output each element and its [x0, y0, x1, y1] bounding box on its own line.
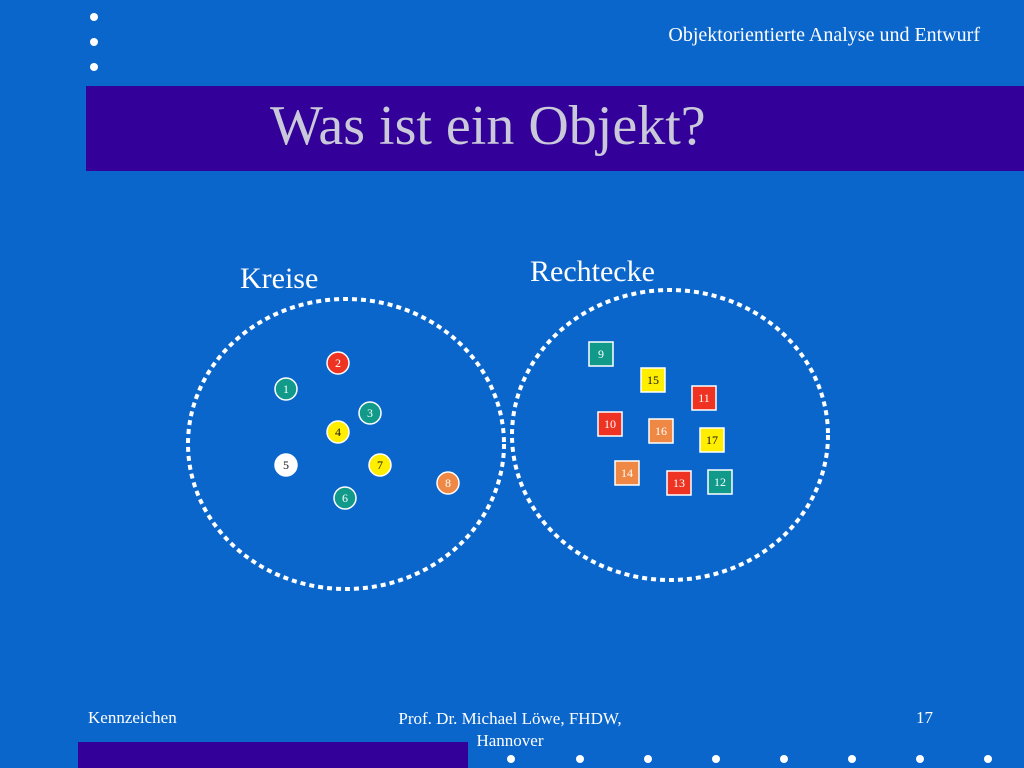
- circle-object-8: [436, 471, 460, 495]
- footer-author-line2: Hannover: [476, 731, 544, 751]
- rectangle-object-label-14: 14: [621, 466, 633, 480]
- rectangle-object-16: [648, 418, 674, 444]
- rectangle-object-label-11: 11: [698, 391, 710, 405]
- rectangle-object-label-9: 9: [598, 347, 604, 361]
- decor-dot: [507, 755, 515, 763]
- course-title: Objektorientierte Analyse und Entwurf: [668, 24, 980, 46]
- rectangle-object-17: [699, 427, 725, 453]
- circle-object-label-8: 8: [445, 476, 451, 490]
- decor-dot: [644, 755, 652, 763]
- decor-dot: [984, 755, 992, 763]
- rectangle-object-label-10: 10: [604, 417, 616, 431]
- rectangle-object-9: [588, 341, 614, 367]
- circle-object-label-7: 7: [377, 458, 383, 472]
- decor-dot: [916, 755, 924, 763]
- decor-dot: [90, 63, 98, 71]
- circle-object-7: [368, 453, 392, 477]
- circle-object-2: [326, 351, 350, 375]
- rectangle-object-label-15: 15: [647, 373, 659, 387]
- rectangle-object-label-17: 17: [706, 433, 718, 447]
- rectangle-object-11: [691, 385, 717, 411]
- title-band: [86, 86, 1024, 171]
- decor-dot: [90, 38, 98, 46]
- circle-object-4: [326, 420, 350, 444]
- circle-object-label-1: 1: [283, 382, 289, 396]
- rectangle-object-13: [666, 470, 692, 496]
- rectangle-object-12: [707, 469, 733, 495]
- circle-object-label-2: 2: [335, 356, 341, 370]
- rectangle-object-14: [614, 460, 640, 486]
- decor-dot: [848, 755, 856, 763]
- footer-author: Prof. Dr. Michael Löwe, FHDW, Hannover: [360, 708, 660, 752]
- bottom-band: [78, 742, 468, 768]
- group-label-kreise: Kreise: [240, 262, 319, 295]
- decor-dot: [576, 755, 584, 763]
- footer-left: Kennzeichen: [88, 708, 177, 727]
- rectangle-object-10: [597, 411, 623, 437]
- circle-object-6: [333, 486, 357, 510]
- circle-object-label-6: 6: [342, 491, 348, 505]
- circle-object-5: [274, 453, 298, 477]
- slide-title: Was ist ein Objekt?: [270, 95, 706, 157]
- circle-object-label-3: 3: [367, 406, 373, 420]
- circle-group-boundary: [186, 297, 506, 591]
- rectangle-object-label-16: 16: [655, 424, 667, 438]
- circle-object-3: [358, 401, 382, 425]
- rectangle-object-label-12: 12: [714, 475, 726, 489]
- circle-object-label-5: 5: [283, 458, 289, 472]
- footer-author-line1: Prof. Dr. Michael Löwe, FHDW,: [398, 709, 622, 728]
- decor-dot: [712, 755, 720, 763]
- rectangle-group-boundary: [510, 288, 830, 582]
- circle-object-label-4: 4: [335, 425, 341, 439]
- decor-dot: [780, 755, 788, 763]
- rectangle-object-label-13: 13: [673, 476, 685, 490]
- decor-dot: [90, 13, 98, 21]
- page-number: 17: [916, 708, 933, 727]
- circle-object-1: [274, 377, 298, 401]
- rectangle-object-15: [640, 367, 666, 393]
- group-label-rechtecke: Rechtecke: [530, 255, 655, 288]
